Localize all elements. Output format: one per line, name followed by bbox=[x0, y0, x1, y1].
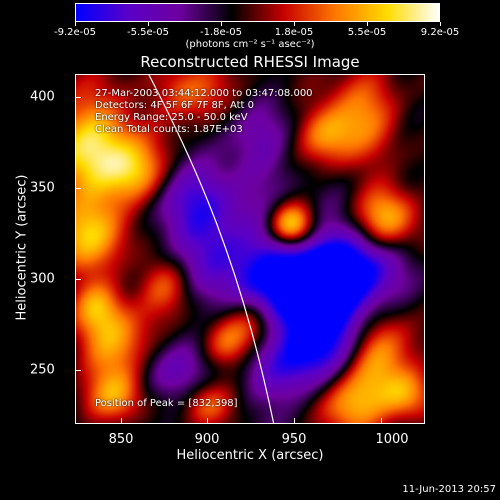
y-tick-mark bbox=[75, 97, 81, 98]
y-tick-label: 350 bbox=[30, 180, 55, 196]
annotation-clean: Clean Total counts: 1.87E+03 bbox=[95, 124, 243, 135]
y-tick-label: 400 bbox=[30, 89, 55, 105]
colorbar-tick-label: -5.5e-05 bbox=[127, 27, 169, 38]
colorbar-tick-label: 1.8e-05 bbox=[274, 27, 314, 38]
colorbar bbox=[75, 3, 440, 22]
colorbar-tick-label: 5.5e-05 bbox=[347, 27, 387, 38]
colorbar-units: (photons cm⁻² s⁻¹ asec⁻²) bbox=[185, 39, 315, 50]
y-tick-label: 300 bbox=[30, 271, 55, 287]
colorbar-tick-mark bbox=[366, 22, 368, 26]
x-tick-label: 950 bbox=[281, 432, 307, 447]
colorbar-tick-label: -9.2e-05 bbox=[54, 27, 96, 38]
colorbar-gradient bbox=[76, 4, 439, 21]
limb-overlay bbox=[148, 75, 275, 423]
y-tick-mark bbox=[75, 188, 81, 189]
x-tick-mark bbox=[207, 418, 208, 424]
solar-limb-line bbox=[148, 75, 275, 423]
colorbar-tick-mark bbox=[220, 22, 222, 26]
colorbar-tick-label: -1.8e-05 bbox=[200, 27, 242, 38]
x-tick-mark bbox=[121, 418, 122, 424]
colorbar-tick-mark bbox=[439, 22, 441, 26]
colorbar-tick-label: 9.2e-05 bbox=[420, 27, 460, 38]
annotation-energy: Energy Range: 25.0 - 50.0 keV bbox=[95, 112, 248, 123]
render-date: 11-Jun-2013 20:57 bbox=[402, 484, 496, 495]
x-axis-label: Heliocentric X (arcsec) bbox=[176, 448, 324, 463]
x-tick-mark bbox=[294, 418, 295, 424]
x-tick-mark bbox=[381, 418, 382, 424]
annotation-peak: Position of Peak = [832,398] bbox=[95, 398, 238, 409]
rhessi-intensity-map bbox=[76, 75, 424, 423]
colorbar-tick-mark bbox=[293, 22, 295, 26]
image-plot-area: 27-Mar-2003 03:44:12.000 to 03:47:08.000… bbox=[75, 74, 425, 424]
annotation-time: 27-Mar-2003 03:44:12.000 to 03:47:08.000 bbox=[95, 88, 313, 99]
annotation-detectors: Detectors: 4F 5F 6F 7F 8F, Att 0 bbox=[95, 100, 255, 111]
x-tick-label: 1000 bbox=[375, 432, 409, 447]
x-tick-label: 850 bbox=[108, 432, 134, 447]
colorbar-tick-mark bbox=[147, 22, 149, 26]
x-tick-label: 900 bbox=[194, 432, 220, 447]
y-axis-label: Heliocentric Y (arcsec) bbox=[14, 174, 30, 321]
y-tick-mark bbox=[75, 279, 81, 280]
colorbar-tick-mark bbox=[74, 22, 76, 26]
image-title: Reconstructed RHESSI Image bbox=[140, 53, 360, 71]
y-tick-mark bbox=[75, 370, 81, 371]
y-tick-label: 250 bbox=[30, 362, 55, 378]
